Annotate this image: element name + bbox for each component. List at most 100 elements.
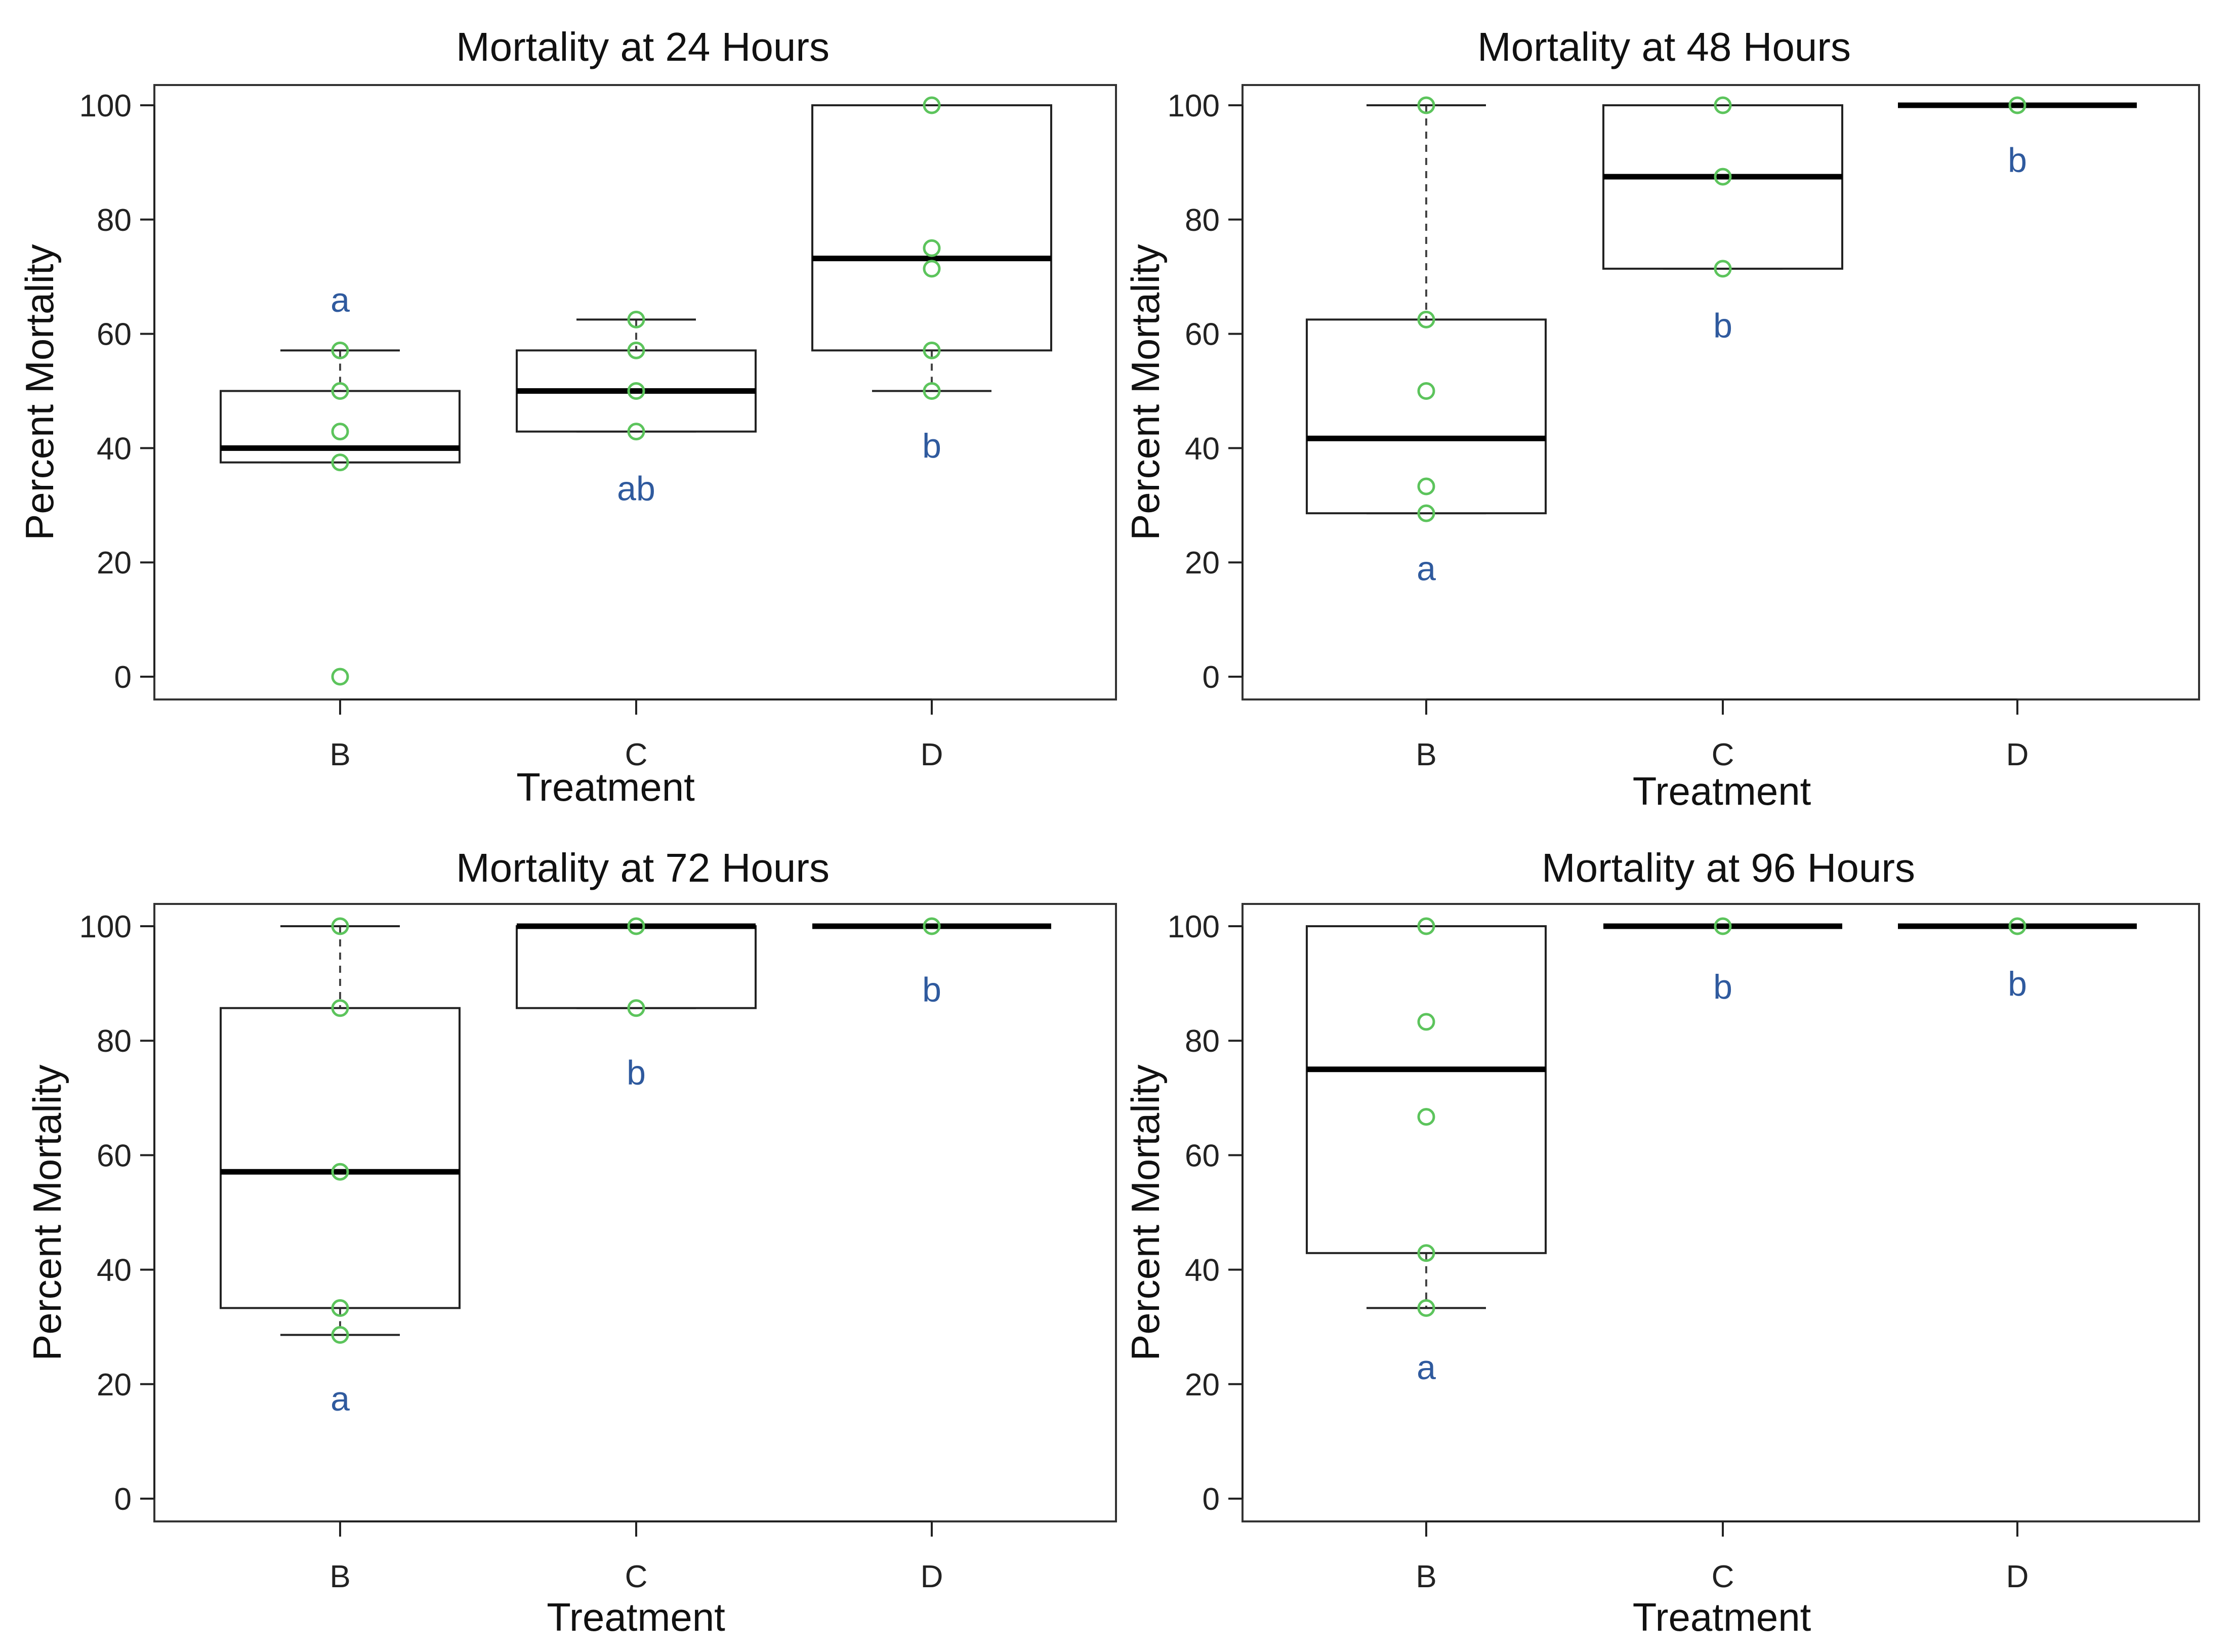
data-point (1417, 382, 1435, 400)
box-rect (1306, 925, 1547, 1254)
data-point (331, 1326, 349, 1344)
box-rect (1602, 104, 1843, 270)
data-point (627, 423, 645, 441)
panel-2: Mortality at 48 Hours 0 20 40 60 80 100 Percent… (1123, 24, 2200, 813)
y-tick-label: 20 (97, 546, 132, 581)
y-axis-label: Percent Mortality (1123, 1064, 1168, 1360)
data-point (331, 917, 349, 935)
data-point (923, 239, 941, 257)
x-tick-label: B (1416, 1559, 1436, 1594)
data-point (923, 341, 941, 359)
significance-letter: ab (617, 469, 655, 508)
y-tick-label: 40 (97, 431, 132, 466)
x-axis-label: Treatment (547, 1595, 725, 1639)
y-tick-label: 0 (114, 660, 132, 695)
significance-letter: b (1713, 968, 1732, 1006)
y-tick-label: 80 (97, 1024, 132, 1059)
data-point (627, 917, 645, 935)
data-point (2008, 917, 2026, 935)
data-point (331, 382, 349, 400)
panel-title: Mortality at 48 Hours (1477, 24, 1851, 69)
data-point (1714, 168, 1732, 186)
y-tick-label: 60 (97, 1138, 132, 1173)
x-tick-label: B (329, 1559, 350, 1594)
x-tick-label: D (2006, 1559, 2029, 1594)
data-point (627, 341, 645, 359)
box-C: b (1603, 917, 1842, 1006)
box-D: b (811, 96, 1052, 465)
data-point (1417, 477, 1435, 495)
y-axis-label: Percent Mortality (1123, 244, 1168, 540)
y-tick-label: 80 (1185, 1024, 1220, 1059)
significance-letter: b (922, 427, 941, 465)
box-B: a (1306, 917, 1547, 1387)
y-tick-label: 20 (97, 1368, 132, 1402)
significance-letter: a (1417, 549, 1436, 588)
panel-4: Mortality at 96 Hours 0 20 40 60 80 100 Percent… (1123, 845, 2200, 1639)
data-point (331, 1299, 349, 1317)
data-point (1714, 96, 1732, 114)
x-tick-label: D (2006, 737, 2029, 772)
panel-3: Mortality at 72 Hours 0 20 40 60 80 100 Percent… (25, 845, 1117, 1639)
data-point (923, 382, 941, 400)
y-tick-label: 100 (79, 910, 132, 944)
data-point (331, 1163, 349, 1181)
y-tick-label: 40 (1185, 431, 1220, 466)
y-tick-label: 100 (1168, 910, 1220, 944)
y-tick-label: 40 (1185, 1253, 1220, 1288)
data-point (1417, 504, 1435, 522)
box-B: a (1306, 96, 1547, 588)
data-point (1417, 310, 1435, 328)
panel-title: Mortality at 96 Hours (1542, 845, 1915, 890)
data-point (627, 310, 645, 328)
significance-letter: b (2008, 965, 2027, 1003)
x-axis-label: Treatment (1633, 769, 1811, 813)
box-C: b (1602, 96, 1843, 345)
data-point (331, 999, 349, 1017)
box-D: b (1898, 96, 2137, 179)
box-rect (220, 390, 461, 464)
box-rect (1306, 318, 1547, 515)
box-D: b (1898, 917, 2137, 1003)
data-point (1417, 1299, 1435, 1317)
x-tick-label: D (921, 737, 943, 772)
data-point (331, 453, 349, 472)
data-point (1417, 917, 1435, 935)
data-point (923, 96, 941, 114)
data-point (1714, 917, 1732, 935)
x-axis-label: Treatment (1633, 1595, 1811, 1639)
box-B: a (220, 281, 461, 686)
x-tick-label: B (1416, 737, 1436, 772)
significance-letter: b (1713, 307, 1732, 345)
significance-letter: a (330, 281, 350, 319)
x-tick-label: B (329, 737, 350, 772)
y-tick-label: 80 (97, 203, 132, 238)
y-tick-label: 20 (1185, 1368, 1220, 1402)
data-point (627, 999, 645, 1017)
data-point (1417, 1013, 1435, 1031)
box-B: a (220, 917, 461, 1418)
x-axis-label: Treatment (516, 765, 695, 809)
box-rect (220, 1007, 461, 1309)
x-tick-label: C (1712, 1559, 1734, 1594)
y-tick-label: 0 (1203, 660, 1220, 695)
data-point (2008, 96, 2026, 114)
data-point (923, 260, 941, 278)
data-point (627, 382, 645, 400)
box-rect (516, 925, 757, 1009)
significance-letter: a (1417, 1348, 1436, 1387)
significance-letter: b (922, 970, 941, 1009)
y-tick-label: 60 (1185, 317, 1220, 352)
x-tick-label: C (625, 1559, 648, 1594)
significance-letter: b (2008, 141, 2027, 179)
data-point (331, 423, 349, 441)
y-tick-label: 100 (1168, 89, 1220, 123)
data-point (331, 668, 349, 686)
data-point (1417, 96, 1435, 114)
y-tick-label: 0 (1203, 1482, 1220, 1517)
y-tick-label: 40 (97, 1253, 132, 1288)
y-tick-label: 60 (97, 317, 132, 352)
y-tick-label: 80 (1185, 203, 1220, 238)
data-point (923, 917, 941, 935)
